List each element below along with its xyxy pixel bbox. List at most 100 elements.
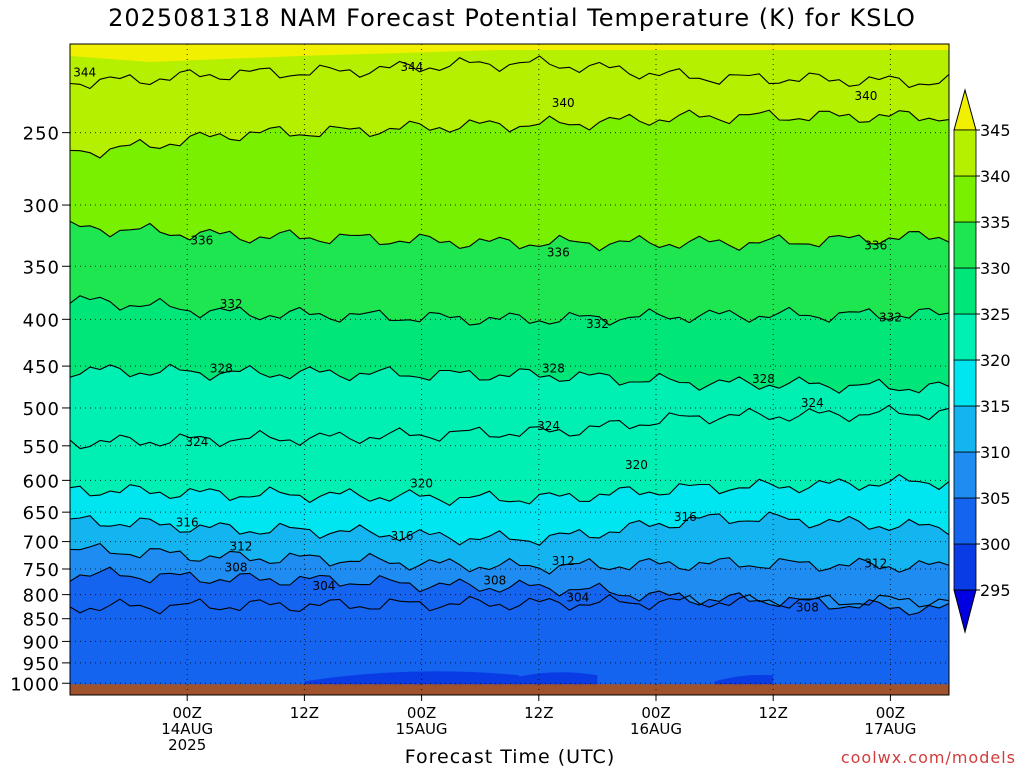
y-tick-label: 500 [23, 399, 60, 420]
contour-label: 324 [186, 435, 209, 449]
contour-label: 332 [879, 310, 902, 324]
contour-line-316 [70, 511, 949, 546]
colorbar-bottom-arrow [953, 589, 977, 634]
contour-label: 316 [176, 515, 199, 529]
contour-label: 336 [190, 233, 213, 247]
contour-label: 312 [229, 540, 252, 554]
plot-frame [69, 43, 950, 696]
contour-label: 340 [552, 96, 575, 110]
colorbar-label: 305 [980, 489, 1011, 508]
color-fill-bands [70, 44, 949, 695]
x-tick-label: 17AUG [864, 720, 916, 738]
contour-label: 308 [796, 600, 819, 614]
x-tick-label: 00Z [876, 704, 905, 722]
colorbar-swatch-325 [953, 267, 977, 315]
colorbar-label: 345 [980, 121, 1011, 140]
colorbar-swatch-315 [953, 359, 977, 407]
contour-label: 312 [552, 554, 575, 568]
x-tick-label: 12Z [759, 704, 788, 722]
contour-label: 324 [801, 396, 824, 410]
colorbar-label: 330 [980, 259, 1011, 278]
contour-line-304 [70, 594, 949, 615]
contour-label: 336 [547, 245, 570, 259]
contour-label: 340 [855, 89, 878, 103]
contour-label: 328 [210, 362, 233, 376]
contour-line-332 [70, 295, 949, 326]
colorbar-swatch-300 [953, 497, 977, 545]
colorbar-swatch-330 [953, 221, 977, 269]
contour-label: 308 [483, 573, 506, 587]
y-tick-label: 650 [23, 503, 60, 524]
y-tick-label: 600 [23, 471, 60, 492]
contour-lines [70, 55, 949, 616]
x-tick-label: 12Z [524, 704, 553, 722]
contour-labels: 344 344 340 340 336 336 336 332 332 332 328 328 328 3… [73, 60, 902, 614]
contour-line-336 [70, 220, 949, 252]
x-tick-label: 2025 [168, 736, 206, 754]
colorbar-label: 300 [980, 535, 1011, 554]
y-tick-label: 800 [23, 586, 60, 607]
contour-label: 304 [312, 579, 335, 593]
colorbar: 295 300 305 310 315 320 325 330 335 340 345 [953, 88, 1011, 634]
colorbar-swatch-305 [953, 451, 977, 499]
contour-label: 332 [220, 297, 243, 311]
contour-label: 316 [391, 529, 414, 543]
x-tick-label: 00Z [407, 704, 436, 722]
contour-label: 320 [410, 477, 433, 491]
contour-label: 332 [586, 317, 609, 331]
x-tick-label: 00Z [641, 704, 670, 722]
source-credit: coolwx.com/models [840, 748, 1016, 767]
colorbar-label: 315 [980, 397, 1011, 416]
ground-fill [70, 684, 949, 695]
contour-label: 316 [674, 510, 697, 524]
contour-line-324 [70, 404, 949, 450]
x-tick-label: 14AUG [161, 720, 213, 738]
cold-pocket-0 [304, 671, 520, 686]
colorbar-label: 295 [980, 581, 1011, 600]
y-tick-label: 900 [23, 632, 60, 653]
ground-surface [70, 684, 949, 695]
contour-line-344 [70, 55, 949, 90]
y-tick-label: 350 [23, 257, 60, 278]
colorbar-label: 310 [980, 443, 1011, 462]
grid-lines [70, 44, 949, 695]
contour-label: 324 [537, 419, 560, 433]
y-tick-label: 850 [23, 610, 60, 631]
colorbar-swatch-335 [953, 175, 977, 223]
contour-label: 304 [566, 591, 589, 605]
contour-label: 336 [864, 238, 887, 252]
y-tick-label: 300 [23, 196, 60, 217]
contour-line-320 [70, 473, 949, 506]
x-tick-label: 00Z [173, 704, 202, 722]
x-tick-label: 15AUG [396, 720, 448, 738]
contour-label: 344 [400, 60, 423, 74]
x-tick-label: 16AUG [630, 720, 682, 738]
contour-line-328 [70, 363, 949, 394]
y-tick-label: 400 [23, 310, 60, 331]
colorbar-top-arrow [953, 88, 977, 131]
y-tick-label: 550 [23, 437, 60, 458]
colorbar-label: 335 [980, 213, 1011, 232]
contour-label: 308 [225, 560, 248, 574]
cold-pocket-1 [499, 672, 598, 686]
y-tick-label: 950 [23, 654, 60, 675]
contour-label: 328 [542, 362, 565, 376]
cold-pocket-2 [714, 674, 774, 686]
y-tick-label: 1000 [10, 674, 60, 695]
x-tick-label: 12Z [290, 704, 319, 722]
contour-label: 344 [73, 66, 96, 80]
colorbar-swatch-310 [953, 405, 977, 453]
band-345 [70, 44, 949, 62]
y-tick-label: 750 [23, 560, 60, 581]
contour-line-308 [70, 566, 949, 616]
contour-label: 312 [864, 557, 887, 571]
colorbar-label: 325 [980, 305, 1011, 324]
contour-line-340 [70, 109, 949, 159]
chart-title: 2025081318 NAM Forecast Potential Temper… [108, 4, 916, 32]
colorbar-swatch-295 [953, 543, 977, 591]
y-tick-label: 700 [23, 533, 60, 554]
x-axis-title: Forecast Time (UTC) [404, 746, 616, 768]
colorbar-swatch-340 [953, 129, 977, 177]
